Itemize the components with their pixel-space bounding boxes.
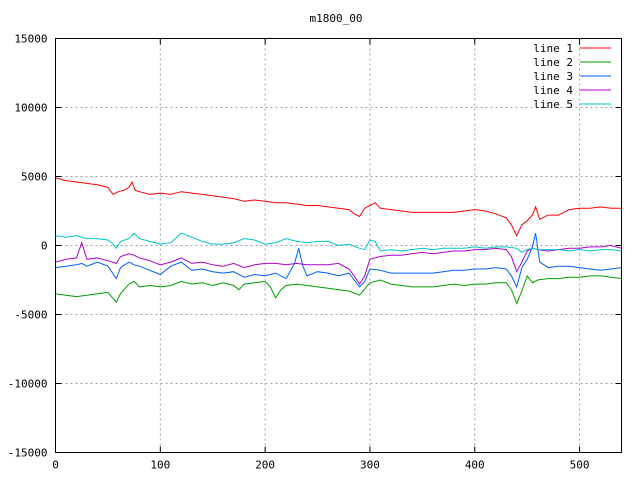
series-line-3 bbox=[55, 232, 622, 289]
y-tick-label: 15000 bbox=[14, 33, 47, 46]
legend-label: line 4 bbox=[533, 84, 573, 97]
y-tick-label: -10000 bbox=[8, 378, 48, 391]
grid bbox=[55, 38, 622, 453]
series-line-4 bbox=[55, 241, 622, 286]
legend-label: line 3 bbox=[533, 70, 573, 83]
x-tick-label: 300 bbox=[360, 459, 380, 472]
x-tick-label: 500 bbox=[570, 459, 590, 472]
x-tick-label: 200 bbox=[255, 459, 275, 472]
y-tick-label: -15000 bbox=[8, 447, 48, 460]
series-line-2 bbox=[55, 274, 622, 305]
x-tick-label: 0 bbox=[52, 459, 59, 472]
y-tick-label: 0 bbox=[41, 240, 48, 253]
chart-title: m1800_00 bbox=[310, 12, 363, 25]
y-tick-label: 5000 bbox=[21, 171, 48, 184]
legend-label: line 5 bbox=[533, 98, 573, 111]
x-tick-label: 400 bbox=[465, 459, 485, 472]
x-axis: 0 100 200 300 400 500 bbox=[52, 38, 590, 472]
y-tick-label: 10000 bbox=[14, 102, 47, 115]
x-tick-label: 100 bbox=[150, 459, 170, 472]
legend-label: line 1 bbox=[533, 42, 573, 55]
y-axis: -15000 -10000 -5000 0 5000 10000 15000 bbox=[8, 33, 622, 460]
series-line-1 bbox=[55, 177, 622, 237]
y-tick-label: -5000 bbox=[14, 309, 47, 322]
legend-label: line 2 bbox=[533, 56, 573, 69]
series-lines bbox=[55, 177, 622, 305]
series-line-5 bbox=[55, 232, 622, 253]
